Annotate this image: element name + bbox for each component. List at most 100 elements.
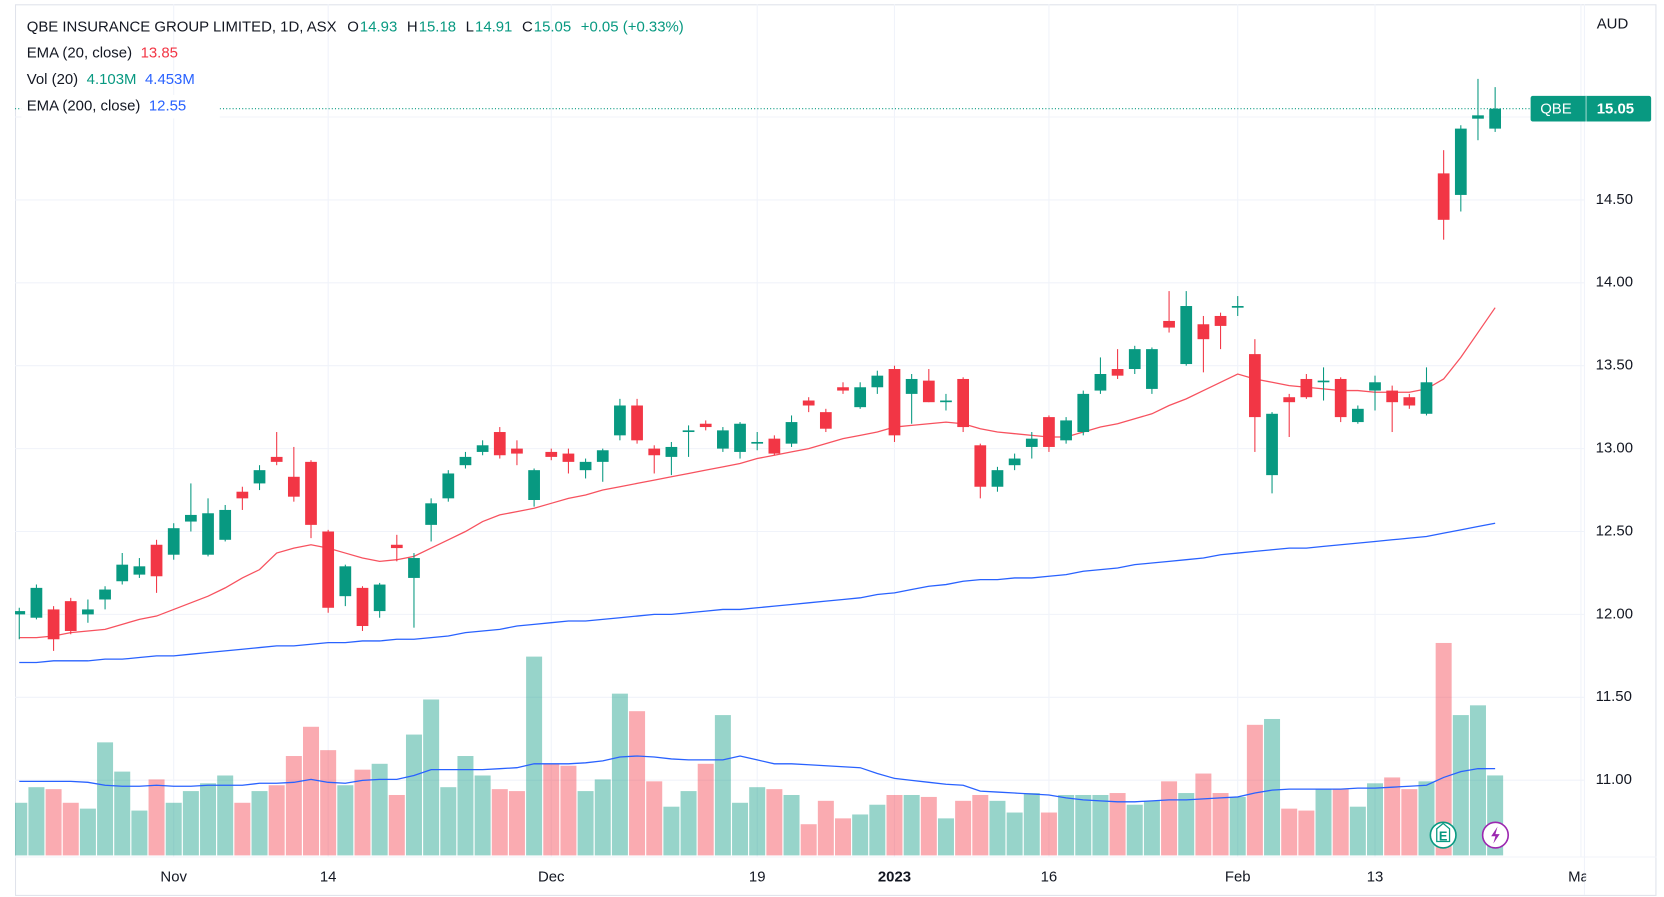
candle-body (30, 587, 43, 618)
grid (14, 4, 1584, 857)
price-tag-value: 15.05 (1597, 101, 1634, 118)
candle-body (1454, 128, 1467, 195)
candle-body (665, 446, 678, 457)
candle-body (1094, 373, 1107, 391)
volume-bar (937, 818, 954, 856)
legend-value: 13.85 (141, 44, 178, 61)
candle-body (287, 476, 300, 497)
candle-body (82, 609, 94, 615)
candle-body (253, 470, 266, 484)
legend-name: EMA (200, close) (27, 98, 141, 115)
volume-bar (45, 789, 62, 856)
legend-background (21, 94, 220, 119)
candle-body (1163, 320, 1175, 328)
svg-text:E: E (1439, 829, 1448, 844)
chart-title: QBE INSURANCE GROUP LIMITED, 1D, ASX (27, 19, 337, 36)
volume-bar (337, 785, 354, 856)
volume-bar (371, 763, 388, 856)
volume-bar (28, 787, 45, 856)
x-tick-label: Mar (1568, 869, 1594, 886)
candle-body (390, 544, 403, 549)
y-tick-label: 12.00 (1596, 605, 1633, 622)
volume-bar (508, 791, 525, 856)
candle-body (356, 587, 369, 627)
volume-bar (1109, 793, 1126, 856)
x-tick-label: 19 (749, 869, 766, 886)
candle-body (682, 430, 695, 433)
candle-body (373, 584, 386, 612)
volume-bar (680, 791, 697, 856)
price-tag: QBE 15.05 (1530, 95, 1652, 122)
candle-body (1197, 324, 1210, 340)
frame (14, 4, 1657, 896)
ohlc-value: 14.91 (475, 19, 512, 36)
candle-body (1146, 349, 1158, 389)
price-tag-symbol: QBE (1540, 101, 1572, 118)
volume-bar (1469, 705, 1486, 856)
ohlc-value: 15.05 (534, 19, 571, 36)
volume-bar (79, 808, 96, 856)
candle-body (1266, 413, 1278, 476)
candle-body (493, 432, 506, 456)
candle-body (1231, 306, 1244, 308)
volume-bar (1281, 808, 1298, 856)
volume-bar (1401, 789, 1418, 856)
volume-bar (182, 791, 199, 856)
candle-body (408, 558, 420, 578)
candle-body (511, 448, 523, 454)
volume-bar (526, 656, 543, 856)
volume-bar (1435, 642, 1452, 856)
candle-body (1008, 458, 1021, 466)
candle-body (1334, 378, 1347, 418)
volume-bar (1058, 794, 1075, 856)
volume-bar (903, 794, 920, 856)
volume-bar (972, 794, 989, 856)
candle-body (202, 513, 214, 555)
volume-bar (611, 693, 628, 856)
volume-bar (646, 781, 663, 856)
candle-body (1214, 315, 1227, 326)
volume-bar (886, 794, 903, 856)
y-tick-label: 11.50 (1596, 688, 1632, 705)
candle-body (1077, 393, 1090, 433)
candle-body (1043, 417, 1055, 447)
y-tick-label: 11.00 (1596, 771, 1632, 788)
volume-bar (920, 796, 937, 856)
x-tick-label: 2023 (878, 869, 911, 886)
candle-body (545, 451, 558, 457)
candle-body (1128, 349, 1141, 370)
volume-bar (1143, 800, 1160, 856)
legend-name: EMA (20, close) (27, 44, 132, 61)
volume-bar (1315, 789, 1332, 856)
legend: QBE INSURANCE GROUP LIMITED, 1D, ASX O 14.… (21, 19, 684, 119)
volume-bar (1332, 789, 1349, 856)
volume-bar (697, 763, 714, 856)
change-value: +0.05 (581, 19, 619, 36)
volume-bar (423, 699, 440, 856)
candle-body (1369, 382, 1381, 391)
candle-body (1489, 108, 1502, 129)
volume-bar (1212, 793, 1229, 856)
candle-body (1403, 397, 1416, 406)
earnings-icon: E (1429, 821, 1457, 849)
candle-body (819, 412, 832, 429)
volume-bar (1452, 715, 1469, 856)
volume-bar (1023, 793, 1040, 856)
candle-body (305, 461, 317, 525)
volume-bar (594, 779, 611, 856)
volume-bar (217, 775, 234, 856)
candle-body (837, 387, 849, 391)
y-tick-label: 12.50 (1596, 522, 1633, 539)
volume-bar (577, 791, 594, 856)
candle-body (14, 611, 26, 615)
x-tick-label: 14 (320, 869, 337, 886)
candle-body (717, 430, 729, 449)
volume-bar (817, 800, 834, 856)
volume-bar (1229, 796, 1246, 856)
candle-body (1060, 420, 1072, 441)
volume-bar (1161, 781, 1178, 856)
candle-body (631, 405, 643, 441)
volume-bar (766, 789, 783, 856)
volume-bar (354, 769, 371, 856)
